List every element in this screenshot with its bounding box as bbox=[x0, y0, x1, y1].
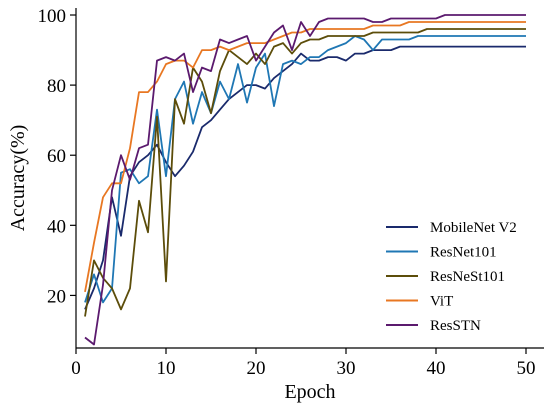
x-tick-label: 20 bbox=[247, 358, 266, 379]
y-tick-label: 80 bbox=[47, 76, 66, 97]
ticks: 0 10 20 30 40 50 20 40 60 80 100 bbox=[38, 6, 536, 379]
x-tick-label: 50 bbox=[517, 358, 536, 379]
y-tick-label: 20 bbox=[47, 286, 66, 307]
legend-label: MobileNet V2 bbox=[430, 220, 517, 236]
x-axis-title: Epoch bbox=[284, 381, 335, 403]
y-tick-label: 60 bbox=[47, 146, 66, 167]
series-line-resstn bbox=[84, 14, 526, 346]
x-tick-label: 0 bbox=[71, 358, 81, 379]
series-line-resnet101 bbox=[84, 35, 526, 304]
legend-label: ViT bbox=[430, 294, 453, 310]
legend-label: ResNeSt101 bbox=[430, 269, 505, 285]
legend: MobileNet V2 ResNet101 ResNeSt101 ViT ResSTN bbox=[386, 220, 517, 334]
y-axis-title: Accuracy(%) bbox=[7, 125, 29, 232]
x-tick-label: 40 bbox=[427, 358, 446, 379]
series-line-resnest101 bbox=[84, 28, 526, 317]
y-tick-label: 40 bbox=[47, 216, 66, 237]
plot-area bbox=[84, 14, 526, 346]
x-tick-label: 30 bbox=[337, 358, 356, 379]
legend-label: ResNet101 bbox=[430, 245, 497, 261]
y-tick-label: 100 bbox=[38, 6, 67, 27]
axes bbox=[75, 8, 544, 349]
legend-label: ResSTN bbox=[430, 318, 481, 334]
series-line-vit bbox=[84, 21, 526, 293]
x-tick-label: 10 bbox=[157, 358, 176, 379]
